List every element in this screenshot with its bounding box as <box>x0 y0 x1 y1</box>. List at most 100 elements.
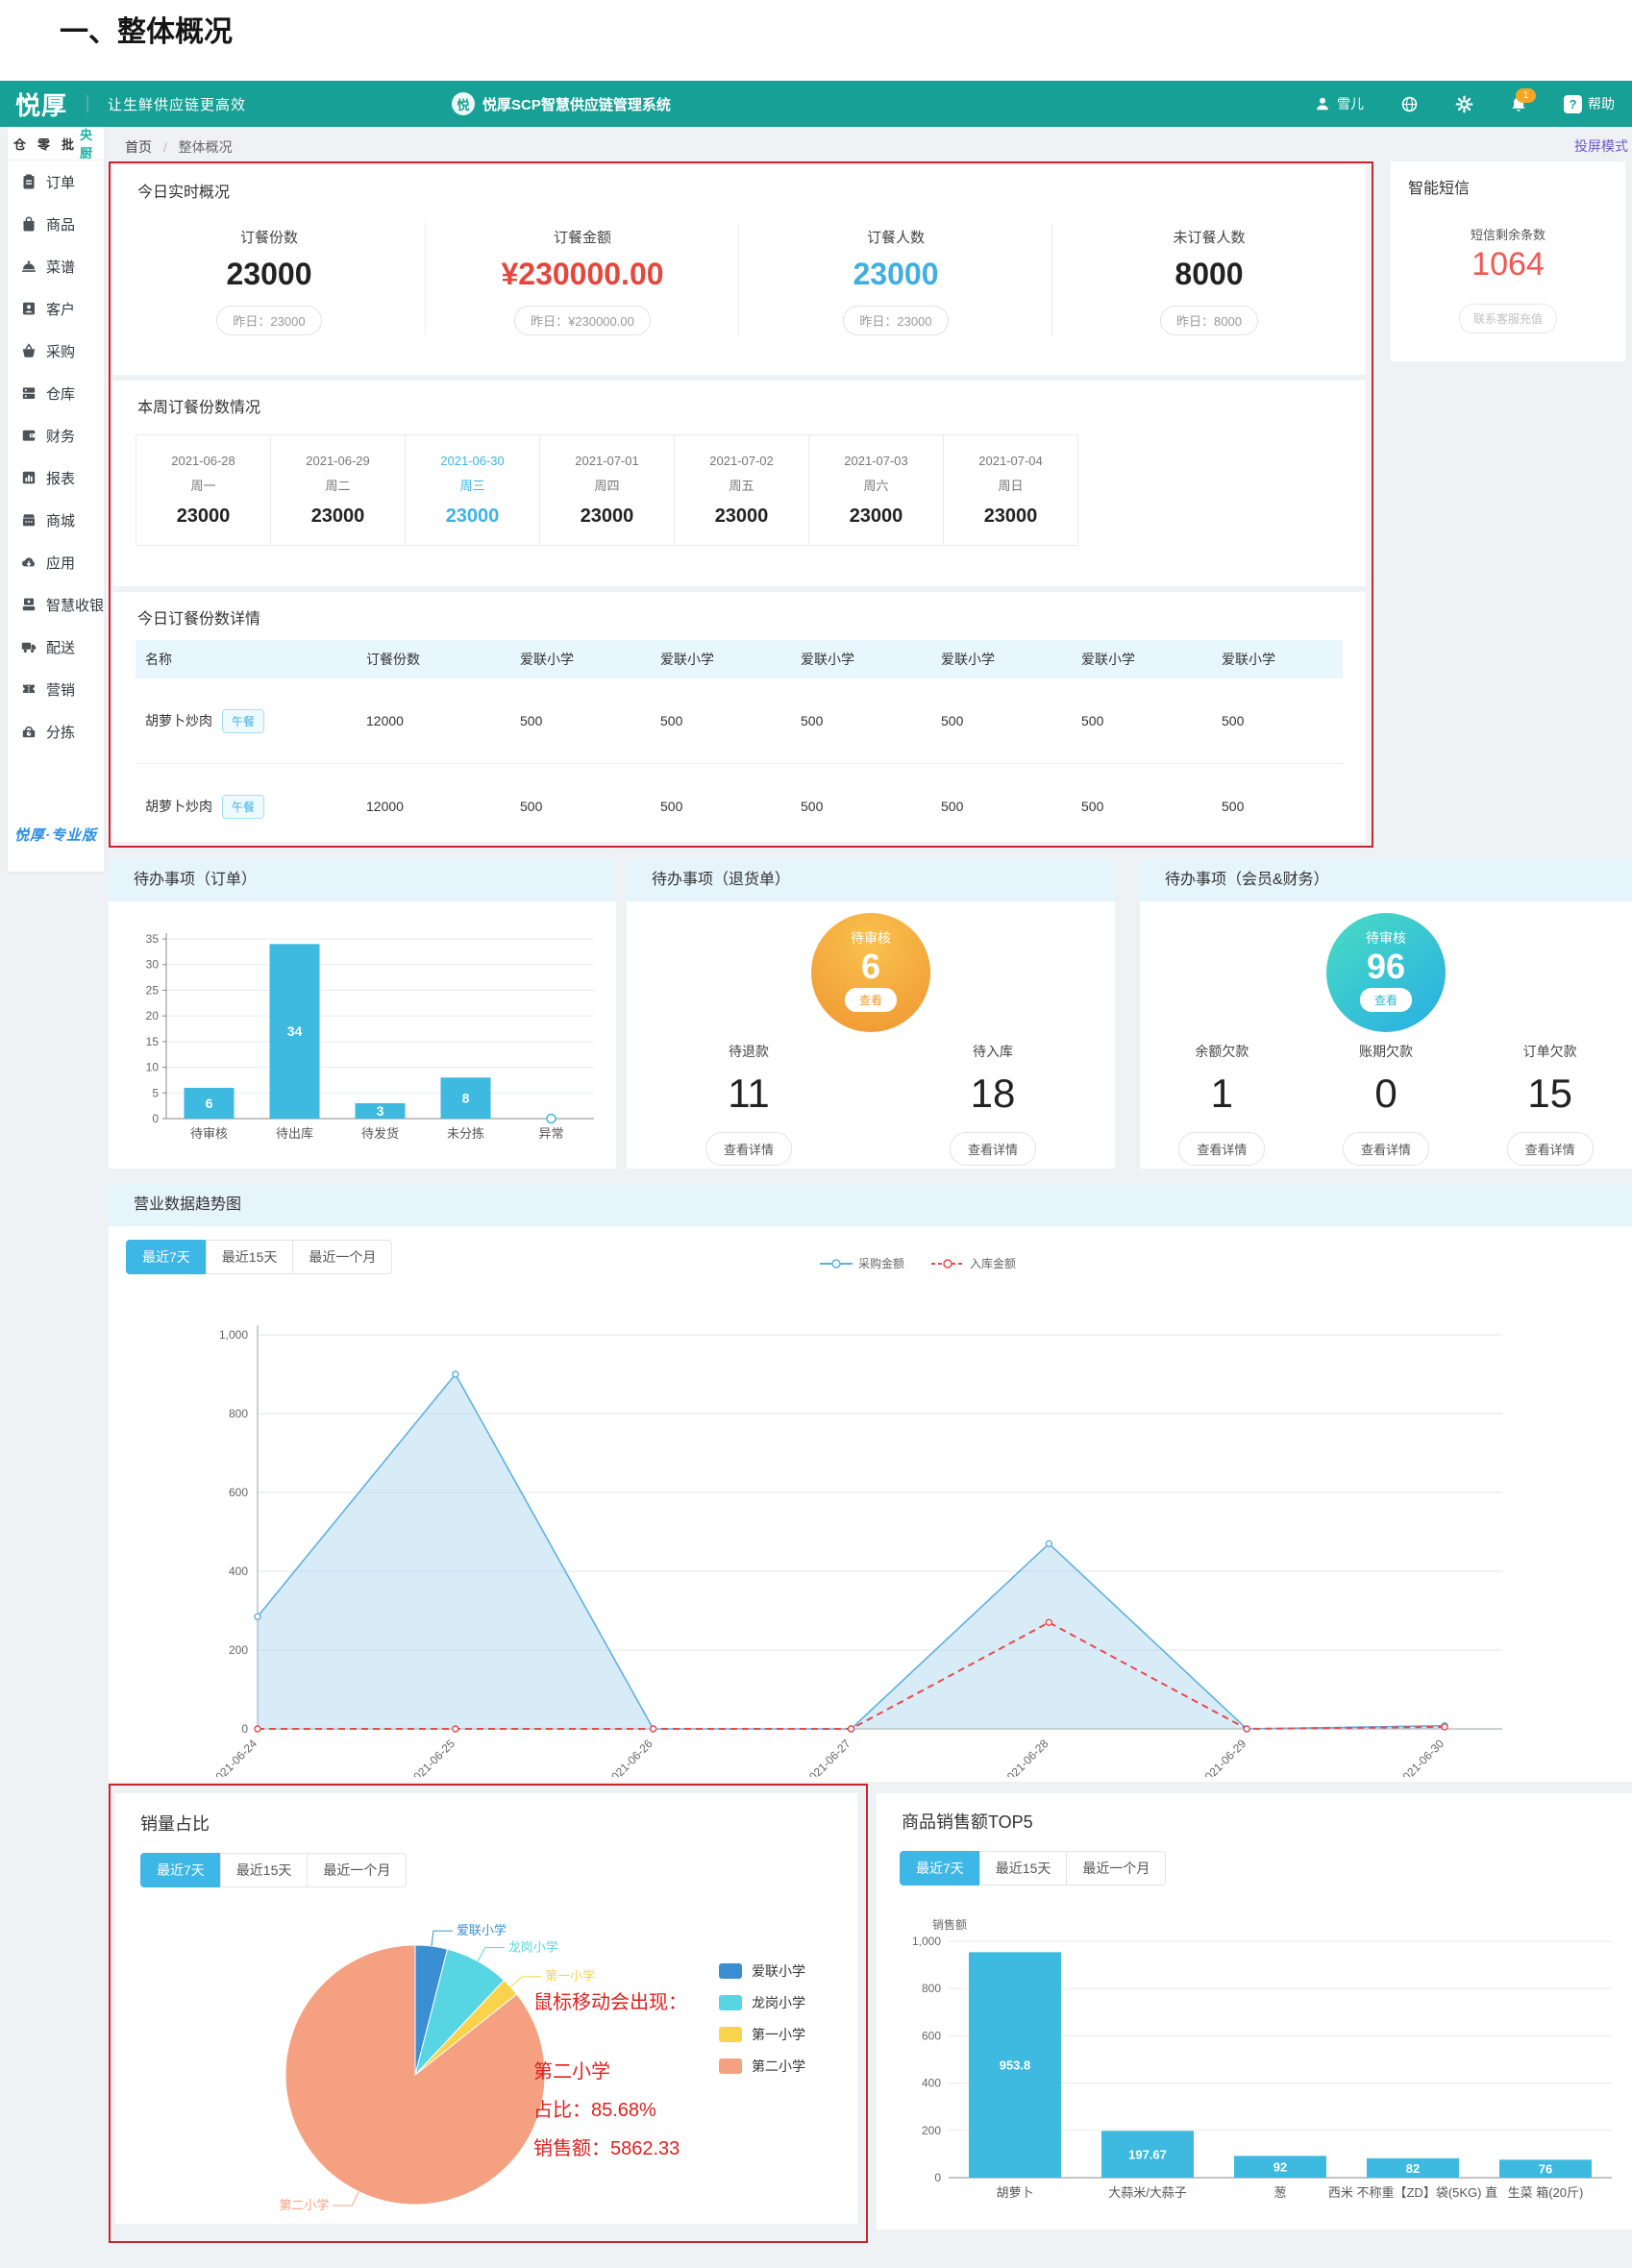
legend-item-入库金额[interactable]: 入库金额 <box>931 1255 1016 1271</box>
week-day-cell[interactable]: 2021-07-04 周日 23000 <box>943 434 1078 546</box>
range-tab-最近7天[interactable]: 最近7天 <box>126 1240 207 1274</box>
sidebar-item-contact[interactable]: 客户 <box>8 287 104 330</box>
bar-生菜 箱(20斤)[interactable] <box>1499 2159 1592 2178</box>
pie-legend-item-第二小学[interactable]: 第二小学 <box>719 2050 805 2082</box>
sidebar-item-report[interactable]: 报表 <box>8 456 104 499</box>
week-value: 23000 <box>714 505 769 527</box>
range-tab-最近7天[interactable]: 最近7天 <box>900 1851 980 1886</box>
view-button[interactable]: 查看 <box>844 988 897 1012</box>
todo-stat: 订单欠款 15 查看详情 <box>1468 1042 1632 1166</box>
x-category-label: 待出库 <box>276 1126 313 1141</box>
week-day-cell[interactable]: 2021-06-30 周三 23000 <box>405 434 540 546</box>
notifications-bell-icon[interactable]: 1 <box>1510 87 1536 113</box>
meal-tag[interactable]: 午餐 <box>222 708 265 733</box>
settings-gear-icon[interactable] <box>1455 95 1473 113</box>
today-stat: 订餐人数 23000 昨日：23000 <box>739 219 1052 335</box>
pie-legend-item-龙岗小学[interactable]: 龙岗小学 <box>719 1986 805 2018</box>
sidebar-item-store[interactable]: 商城 <box>8 499 104 541</box>
range-tab-最近一个月[interactable]: 最近一个月 <box>307 1853 408 1887</box>
breadcrumb-home[interactable]: 首页 <box>125 139 152 155</box>
pie-slice-第二小学[interactable] <box>284 1944 546 2206</box>
inbound-point[interactable] <box>1441 1723 1448 1731</box>
sidebar-tab-零[interactable]: 零 <box>37 136 50 152</box>
today-stat: 订餐份数 23000 昨日：23000 <box>112 219 426 335</box>
purchase-point[interactable] <box>452 1370 459 1378</box>
pending-review-value: 96 <box>1366 947 1406 986</box>
dish-name-cell: 胡萝卜炒肉 午餐 <box>136 763 357 849</box>
pie-legend-item-第一小学[interactable]: 第一小学 <box>719 2018 805 2050</box>
bar-胡萝卜[interactable] <box>969 1952 1061 2178</box>
view-button[interactable]: 查看 <box>1359 988 1412 1012</box>
range-tab-最近15天[interactable]: 最近15天 <box>978 1851 1068 1886</box>
sidebar-tab-批[interactable]: 批 <box>61 136 74 152</box>
range-tab-最近15天[interactable]: 最近15天 <box>219 1853 309 1887</box>
meal-tag[interactable]: 午餐 <box>222 794 265 819</box>
help-button[interactable]: ? 帮助 <box>1564 94 1615 113</box>
week-day-cell[interactable]: 2021-07-03 周六 23000 <box>808 434 944 546</box>
bar-待审核[interactable] <box>184 1087 235 1119</box>
pie-legend-item-爱联小学[interactable]: 爱联小学 <box>719 1955 805 1986</box>
bar-value-label: 197.67 <box>1128 2148 1167 2162</box>
pie-label-line <box>509 1976 542 1987</box>
top5-title: 商品销售额TOP5 <box>902 1812 1033 1832</box>
purchase-point[interactable] <box>254 1613 261 1620</box>
range-tab-最近一个月[interactable]: 最近一个月 <box>292 1240 393 1274</box>
bar-大蒜米/大蒜子[interactable] <box>1101 2131 1194 2178</box>
sidebar-item-bag[interactable]: 商品 <box>8 203 104 245</box>
bar-待发货[interactable] <box>355 1102 406 1119</box>
system-name: 悦厚SCP智慧供应链管理系统 <box>482 96 671 113</box>
todo-returns-header <box>627 859 1115 901</box>
inbound-point[interactable] <box>1045 1618 1053 1626</box>
view-detail-button[interactable]: 查看详情 <box>949 1132 1036 1166</box>
week-day-cell[interactable]: 2021-06-28 周一 23000 <box>136 434 271 546</box>
brand-logo-text[interactable]: 悦厚 <box>15 90 68 120</box>
view-detail-button[interactable]: 查看详情 <box>705 1132 792 1166</box>
range-tab-最近15天[interactable]: 最近15天 <box>205 1240 294 1274</box>
sidebar-item-scale[interactable]: 分拣 <box>8 710 104 752</box>
view-detail-button[interactable]: 查看详情 <box>1178 1132 1266 1166</box>
globe-icon[interactable] <box>1400 95 1419 113</box>
pending-review-label: 待审核 <box>851 930 891 946</box>
todo-returns-panel: 待办事项（退货单） 待审核 6 查看 待退款 11 查看详情 待入库 18 查看详情 <box>627 859 1115 1169</box>
inbound-point[interactable] <box>452 1725 459 1733</box>
week-weekday: 周日 <box>998 478 1024 493</box>
sidebar-tab-仓[interactable]: 仓 <box>12 136 26 152</box>
sidebar-item-cashier[interactable]: 智慧收银 <box>8 583 104 626</box>
range-tab-最近一个月[interactable]: 最近一个月 <box>1066 1851 1167 1886</box>
screencast-mode-link[interactable]: 投屏模式 <box>1574 138 1628 154</box>
week-day-cell[interactable]: 2021-07-01 周四 23000 <box>539 434 675 546</box>
bar-待出库[interactable] <box>269 944 320 1119</box>
sidebar-item-basket[interactable]: 采购 <box>8 330 104 372</box>
legend-item-采购金额[interactable]: 采购金额 <box>820 1255 904 1271</box>
sidebar-item-cloche[interactable]: 菜谱 <box>8 245 104 287</box>
returns-stats-row: 待退款 11 查看详情 待入库 18 查看详情 <box>627 1042 1115 1166</box>
view-detail-button[interactable]: 查看详情 <box>1343 1132 1430 1166</box>
contact-support-button[interactable]: 联系客服充值 <box>1458 304 1558 333</box>
sidebar-tab-央厨[interactable]: 央厨 <box>80 128 93 160</box>
bar-西米 不称重【ZD】袋(5KG) 直[interactable] <box>1367 2157 1459 2178</box>
stat-label: 订餐份数 <box>239 230 298 246</box>
view-detail-button[interactable]: 查看详情 <box>1506 1132 1594 1166</box>
inbound-point[interactable] <box>1243 1725 1250 1733</box>
sidebar-item-clipboard[interactable]: 订单 <box>8 160 104 203</box>
inbound-point[interactable] <box>254 1725 261 1733</box>
sidebar-item-label: 财务 <box>46 428 76 445</box>
trend-panel-title: 营业数据趋势图 <box>134 1196 242 1213</box>
week-day-cell[interactable]: 2021-06-29 周二 23000 <box>270 434 406 546</box>
x-category-label: 异常 <box>538 1126 563 1141</box>
sidebar-item-cloud[interactable]: 应用 <box>8 541 104 583</box>
bar-葱[interactable] <box>1234 2156 1326 2178</box>
sidebar-item-ticket[interactable]: 营销 <box>8 668 104 710</box>
range-tab-最近7天[interactable]: 最近7天 <box>140 1853 221 1887</box>
inbound-point[interactable] <box>649 1725 657 1733</box>
purchase-point[interactable] <box>1045 1540 1053 1547</box>
inbound-point[interactable] <box>847 1725 855 1733</box>
bar-未分拣[interactable] <box>440 1077 491 1119</box>
zero-marker-异常[interactable] <box>546 1113 556 1124</box>
sidebar-item-truck[interactable]: 配送 <box>8 626 104 668</box>
week-day-cell[interactable]: 2021-07-02 周五 23000 <box>674 434 809 546</box>
user-menu[interactable]: 雪儿 <box>1314 94 1364 113</box>
sidebar-item-wallet[interactable]: 财务 <box>8 414 104 456</box>
sidebar-item-warehouse[interactable]: 仓库 <box>8 372 104 414</box>
todo-stat: 账期欠款 0 查看详情 <box>1304 1042 1469 1166</box>
